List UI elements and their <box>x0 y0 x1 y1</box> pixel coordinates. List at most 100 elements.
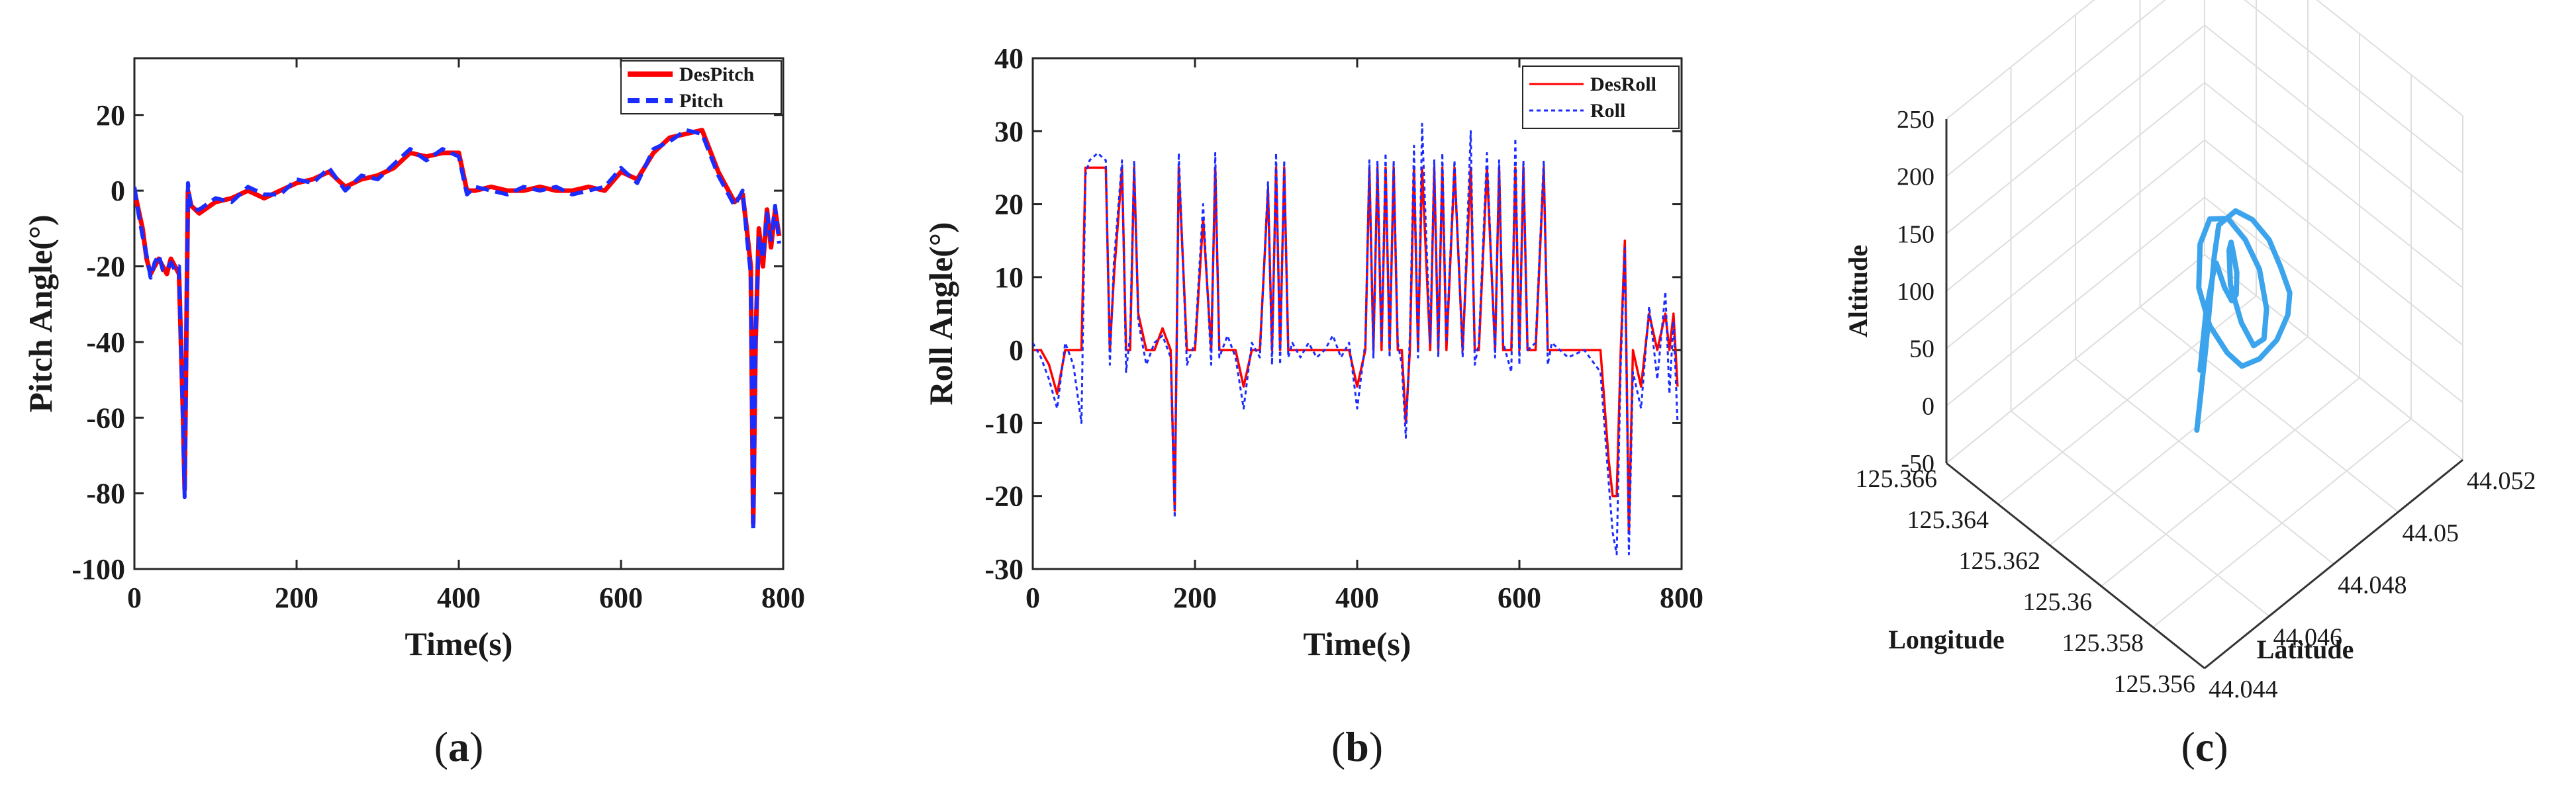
chart-c-xtick-label: 44.052 <box>2467 467 2536 495</box>
chart-c-ytick-label: 125.358 <box>2062 629 2144 657</box>
chart-b-ytick-label: 0 <box>1009 334 1024 367</box>
chart-c-xtick-label: 44.046 <box>2273 623 2343 651</box>
chart-c-ztick-label: 150 <box>1897 220 1934 248</box>
chart-c-gridline <box>1997 295 2257 505</box>
chart-b-ytick-label: 10 <box>994 261 1024 294</box>
chart-c-gridline <box>1946 0 2166 177</box>
chart-c-gridline <box>2204 254 2463 461</box>
chart-c-gridline <box>2010 410 2270 617</box>
chart-a-xtick-label: 0 <box>127 582 142 614</box>
chart-b-ytick-label: 40 <box>994 42 1024 75</box>
chart-c-gridline <box>2244 0 2463 174</box>
chart-a-legend-label-despitch: DesPitch <box>679 64 755 85</box>
chart-c-xlabel: Latitude <box>2257 635 2354 664</box>
panel-label-a: (a) <box>434 723 484 770</box>
chart-c-gridline <box>2204 139 2463 346</box>
chart-b-legend-box <box>1522 66 1680 129</box>
chart-c-xtick-label: 44.044 <box>2209 676 2278 703</box>
chart-b-legend-label-desroll: DesRoll <box>1590 73 1656 95</box>
chart-b-ylabel: Roll Angle(°) <box>922 222 959 406</box>
chart-c-gridline <box>2075 358 2334 565</box>
chart-b-xtick-label: 800 <box>1660 582 1703 614</box>
chart-c-xtick-label: 44.05 <box>2403 519 2459 547</box>
chart-a-xtick-label: 600 <box>599 582 643 614</box>
chart-a-xlabel: Time(s) <box>405 625 513 662</box>
chart-a-ytick-label: -60 <box>86 402 125 434</box>
chart-c-series <box>2194 208 2293 433</box>
chart-c-gridline <box>1946 82 2205 292</box>
chart-c-zlabel: Altitude <box>1843 245 1873 337</box>
chart-c-ztick-label: 100 <box>1897 278 1934 306</box>
chart-c-gridline <box>1946 254 2205 464</box>
chart-c-gridline <box>2204 197 2463 404</box>
chart-b-xtick-label: 600 <box>1498 582 1541 614</box>
chart-c-gridline <box>1946 24 2205 235</box>
chart-c-ztick-label: 50 <box>1909 335 1934 363</box>
chart-b-series-roll <box>1033 122 1679 556</box>
chart-a-legend: DesPitch Pitch <box>620 60 782 114</box>
chart-b: 40 30 20 10 0 -10 -20 -30 0 200 400 600 800 Time(s)… <box>922 42 1703 662</box>
chart-a-yticks: 20 0 -20 -40 -60 -80 -100 <box>72 99 783 586</box>
panel-label-b: (b) <box>1331 723 1383 770</box>
chart-c-gridline <box>2152 418 2412 628</box>
chart-c-ytick-label: 125.36 <box>2023 588 2093 616</box>
chart-a-series <box>134 128 782 533</box>
chart-b-xtick-label: 400 <box>1335 582 1379 614</box>
chart-b-xtick-label: 0 <box>1026 582 1040 614</box>
chart-c-gridline <box>1946 139 2205 349</box>
chart-b-ytick-label: -20 <box>984 480 1024 513</box>
chart-c-gridline <box>2204 82 2463 288</box>
chart-b-xticks: 0 200 400 600 800 <box>1026 58 1703 614</box>
chart-a-series-pitch <box>134 128 781 533</box>
chart-a-xtick-label: 400 <box>437 582 481 614</box>
chart-c-xtick-label: 44.048 <box>2338 572 2407 599</box>
chart-b-yticks: 40 30 20 10 0 -10 -20 -30 <box>984 42 1682 586</box>
chart-a-xtick-label: 200 <box>275 582 318 614</box>
chart-c-axis-latitude <box>2204 459 2463 670</box>
chart-b-frame <box>1031 57 1683 570</box>
chart-c-gridline <box>2049 336 2309 546</box>
chart-a-legend-box <box>620 60 782 114</box>
chart-a-ytick-label: -20 <box>86 251 125 283</box>
chart-a-ytick-label: 20 <box>96 99 125 132</box>
chart-b-legend-label-roll: Roll <box>1590 100 1625 122</box>
chart-b-xtick-label: 200 <box>1173 582 1217 614</box>
chart-b-xlabel: Time(s) <box>1304 625 1411 662</box>
chart-a-ytick-label: -100 <box>72 553 125 586</box>
chart-c-gridline <box>2101 377 2360 587</box>
chart-c-grid <box>1945 0 2463 670</box>
chart-c-ylabel: Longitude <box>1888 625 2005 654</box>
chart-c-ytick-label: 125.366 <box>1856 465 1938 493</box>
chart-b-series <box>1033 122 1679 556</box>
chart-c-gridline <box>2204 24 2463 232</box>
chart-c-gridline <box>2316 0 2463 116</box>
chart-c-gridline <box>1946 197 2205 407</box>
chart-c-ztick-label: 250 <box>1897 106 1934 134</box>
chart-c-ztick-label: -50 <box>1901 450 1934 478</box>
chart-c-ticks: 44.044 44.046 44.048 44.05 44.052 125.356 125.… <box>1856 106 2536 703</box>
chart-c-gridline <box>2139 306 2399 513</box>
chart-c-ytick-label: 125.364 <box>1907 506 1989 534</box>
chart-c-ztick-label: 0 <box>1922 392 1934 420</box>
chart-a-ytick-label: -80 <box>86 478 125 510</box>
chart-a-ylabel: Pitch Angle(°) <box>22 214 59 412</box>
chart-c-ytick-label: 125.356 <box>2114 670 2196 698</box>
chart-b-ytick-label: -30 <box>984 553 1024 586</box>
chart-b-ytick-label: -10 <box>984 407 1024 439</box>
chart-a-ytick-label: -40 <box>86 326 125 359</box>
chart-c: 44.044 44.046 44.048 44.05 44.052 125.356 125.… <box>1843 0 2536 703</box>
chart-a: 200-20-40-60-80-100 0 200 400 600 800 Time(s… <box>22 57 805 662</box>
panel-label-c: (c) <box>2181 723 2228 770</box>
chart-c-ytick-label: 125.362 <box>1959 547 2041 575</box>
chart-c-gridline <box>1946 0 2095 120</box>
chart-b-legend: DesRoll Roll <box>1522 66 1680 129</box>
chart-b-ytick-label: 20 <box>994 189 1024 221</box>
chart-c-ztick-label: 200 <box>1897 163 1934 191</box>
chart-a-xticks: 0 200 400 600 800 <box>127 58 805 614</box>
chart-c-axis-longitude <box>1946 462 2205 670</box>
chart-b-ytick-label: 30 <box>994 115 1024 148</box>
chart-a-frame <box>133 57 785 570</box>
chart-c-series-trajectory <box>2194 208 2293 433</box>
chart-a-ytick-label: 0 <box>111 175 125 207</box>
